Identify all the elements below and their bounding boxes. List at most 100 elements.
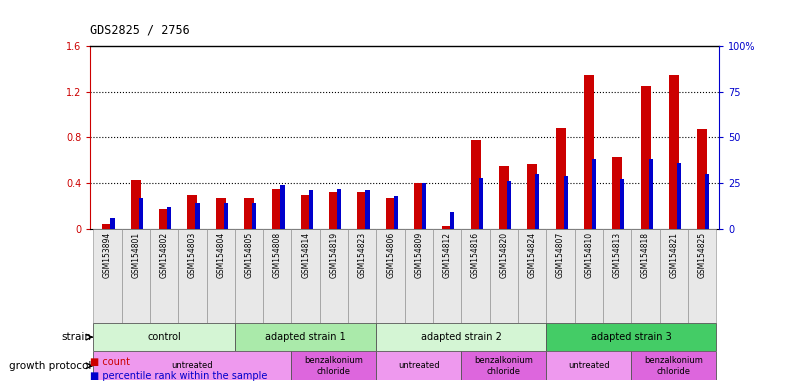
Bar — [443, 227, 452, 229]
Bar — [546, 323, 716, 351]
Text: adapted strain 3: adapted strain 3 — [591, 332, 672, 342]
Bar — [138, 198, 143, 229]
Text: strain: strain — [61, 332, 91, 342]
Text: GSM154825: GSM154825 — [698, 232, 707, 278]
Bar — [273, 189, 282, 229]
Text: GSM153894: GSM153894 — [103, 232, 112, 278]
Text: GDS2825 / 2756: GDS2825 / 2756 — [90, 23, 190, 36]
Bar — [499, 166, 509, 229]
Bar — [648, 159, 652, 229]
Bar — [575, 229, 603, 323]
Bar — [546, 351, 631, 380]
Bar — [376, 351, 461, 380]
Bar — [187, 195, 197, 229]
Bar — [215, 198, 226, 229]
Bar — [167, 207, 171, 229]
Text: GSM154805: GSM154805 — [244, 232, 254, 278]
Bar — [564, 176, 567, 229]
Bar — [394, 196, 398, 229]
Text: GSM154820: GSM154820 — [499, 232, 509, 278]
Bar — [659, 229, 688, 323]
Text: GSM154819: GSM154819 — [329, 232, 339, 278]
Bar — [102, 224, 112, 229]
Bar — [94, 323, 235, 351]
Text: growth protocol: growth protocol — [9, 361, 91, 371]
Text: GSM154824: GSM154824 — [527, 232, 537, 278]
Bar — [386, 198, 395, 229]
Bar — [677, 163, 681, 229]
Bar — [405, 229, 433, 323]
Text: GSM154818: GSM154818 — [641, 232, 650, 278]
Text: GSM154801: GSM154801 — [131, 232, 140, 278]
Bar — [490, 229, 518, 323]
Bar — [196, 203, 200, 229]
Text: GSM154814: GSM154814 — [301, 232, 310, 278]
Bar — [697, 129, 707, 229]
Bar — [365, 190, 369, 229]
Bar — [348, 229, 376, 323]
Text: adapted strain 1: adapted strain 1 — [266, 332, 346, 342]
Bar — [150, 229, 178, 323]
Bar — [461, 351, 546, 380]
Text: GSM154813: GSM154813 — [613, 232, 622, 278]
Bar — [292, 351, 376, 380]
Bar — [329, 192, 339, 229]
Bar — [507, 181, 511, 229]
Text: GSM154809: GSM154809 — [414, 232, 424, 278]
Text: ■ percentile rank within the sample: ■ percentile rank within the sample — [90, 371, 268, 381]
Bar — [450, 212, 454, 229]
Bar — [110, 218, 115, 229]
Bar — [535, 174, 539, 229]
Bar — [309, 190, 313, 229]
Bar — [631, 351, 716, 380]
Text: benzalkonium
chloride: benzalkonium chloride — [475, 356, 534, 376]
Bar — [159, 209, 169, 229]
Text: GSM154804: GSM154804 — [216, 232, 225, 278]
Bar — [414, 183, 424, 229]
Text: untreated: untreated — [568, 361, 610, 370]
Text: untreated: untreated — [399, 361, 439, 370]
Bar — [178, 229, 207, 323]
Bar — [669, 74, 679, 229]
Bar — [641, 86, 651, 229]
Text: GSM154810: GSM154810 — [585, 232, 593, 278]
Text: benzalkonium
chloride: benzalkonium chloride — [304, 356, 363, 376]
Text: benzalkonium
chloride: benzalkonium chloride — [645, 356, 703, 376]
Bar — [130, 180, 141, 229]
Bar — [281, 185, 285, 229]
Bar — [556, 128, 566, 229]
Bar — [705, 174, 710, 229]
Bar — [94, 229, 122, 323]
Text: GSM154803: GSM154803 — [188, 232, 196, 278]
Bar — [461, 229, 490, 323]
Bar — [631, 229, 659, 323]
Bar — [527, 164, 537, 229]
Bar — [358, 192, 367, 229]
Text: GSM154807: GSM154807 — [556, 232, 565, 278]
Bar — [603, 229, 631, 323]
Bar — [207, 229, 235, 323]
Bar — [620, 179, 624, 229]
Bar — [376, 323, 546, 351]
Text: GSM154812: GSM154812 — [443, 232, 452, 278]
Bar — [292, 229, 320, 323]
Bar — [235, 229, 263, 323]
Bar — [688, 229, 716, 323]
Text: GSM154806: GSM154806 — [386, 232, 395, 278]
Bar — [479, 178, 483, 229]
Text: control: control — [147, 332, 181, 342]
Bar — [320, 229, 348, 323]
Text: GSM154821: GSM154821 — [670, 232, 678, 278]
Bar — [546, 229, 575, 323]
Bar — [584, 74, 594, 229]
Bar — [592, 159, 596, 229]
Text: GSM154808: GSM154808 — [273, 232, 282, 278]
Text: adapted strain 2: adapted strain 2 — [421, 332, 502, 342]
Bar — [224, 203, 228, 229]
Bar — [337, 189, 341, 229]
Bar — [252, 203, 256, 229]
Bar — [422, 183, 426, 229]
Bar — [263, 229, 292, 323]
Bar — [235, 323, 376, 351]
Bar — [94, 351, 292, 380]
